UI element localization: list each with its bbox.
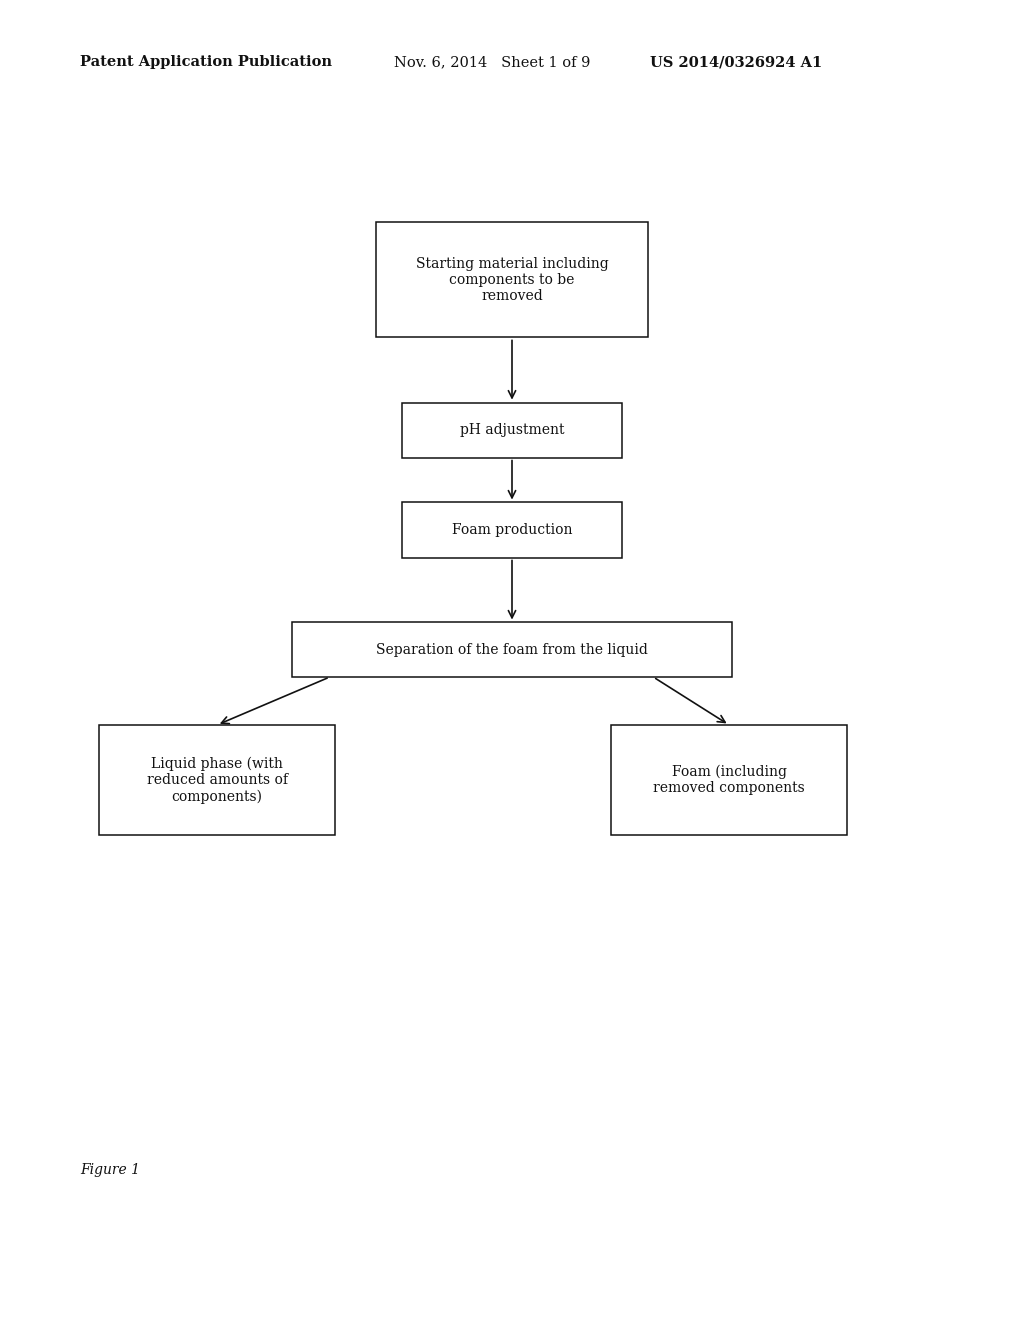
Text: Foam (including
removed components: Foam (including removed components [653,764,805,795]
Text: Figure 1: Figure 1 [80,1163,140,1177]
Text: pH adjustment: pH adjustment [460,422,564,437]
FancyBboxPatch shape [611,725,847,836]
Text: Patent Application Publication: Patent Application Publication [80,55,332,69]
FancyBboxPatch shape [377,223,648,338]
Text: Nov. 6, 2014   Sheet 1 of 9: Nov. 6, 2014 Sheet 1 of 9 [394,55,591,69]
FancyBboxPatch shape [401,503,623,557]
FancyBboxPatch shape [292,623,732,677]
FancyBboxPatch shape [99,725,335,836]
Text: US 2014/0326924 A1: US 2014/0326924 A1 [650,55,822,69]
Text: Starting material including
components to be
removed: Starting material including components t… [416,257,608,304]
Text: Separation of the foam from the liquid: Separation of the foam from the liquid [376,643,648,657]
FancyBboxPatch shape [401,403,623,458]
Text: Liquid phase (with
reduced amounts of
components): Liquid phase (with reduced amounts of co… [146,756,288,804]
Text: Foam production: Foam production [452,523,572,537]
